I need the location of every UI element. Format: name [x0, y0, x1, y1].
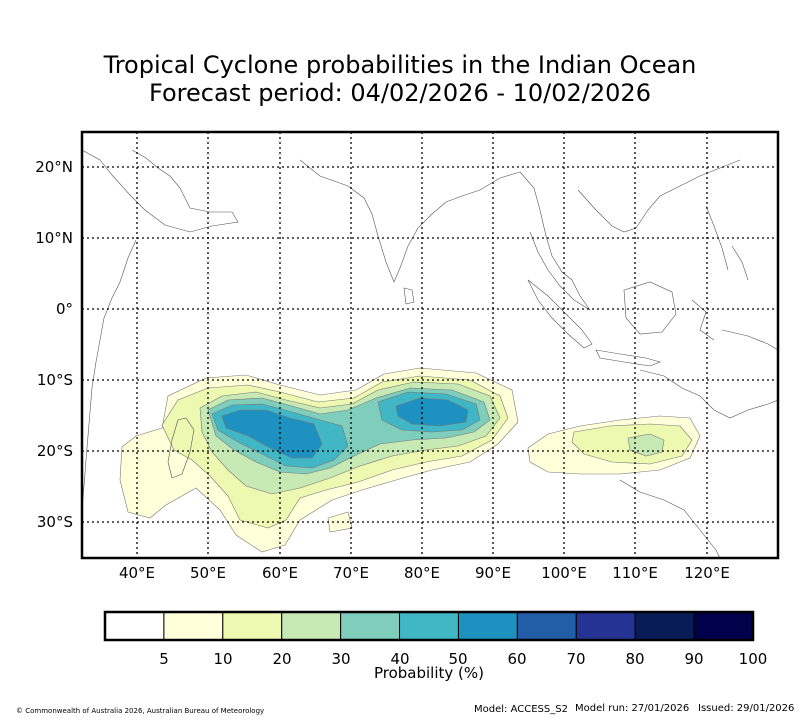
coastlines [82, 149, 778, 558]
coast-sri-lanka [403, 287, 415, 305]
legend-label: 90 [684, 650, 704, 668]
coast-borneo [623, 281, 677, 335]
legend-label: 70 [566, 650, 586, 668]
colorbar-cell [634, 611, 695, 641]
coast-java [595, 349, 661, 367]
lon-label: 50°E [190, 564, 226, 582]
legend-label: 50 [448, 650, 468, 668]
lon-label: 60°E [262, 564, 298, 582]
lat-label: 0° [56, 300, 73, 318]
colorbar-cell [457, 611, 518, 641]
colorbar-cell [693, 611, 754, 641]
colorbar [104, 611, 754, 641]
legend-label: 20 [272, 650, 292, 668]
coast-sumatra [527, 279, 593, 349]
legend-label: 40 [390, 650, 410, 668]
legend-title: Probability (%) [373, 664, 485, 682]
chart-title-line2: Forecast period: 04/02/2026 - 10/02/2026 [149, 79, 651, 107]
lon-label: 80°E [404, 564, 440, 582]
issued-date: Issued: 29/01/2026 [698, 703, 795, 714]
legend-label: 30 [331, 650, 351, 668]
map-area [82, 132, 778, 558]
probability-field-australia [527, 415, 701, 475]
lat-axis-labels: 20°N 10°N 0° 10°S 20°S 30°S [35, 158, 73, 531]
legend-label: 80 [625, 650, 645, 668]
contour-50pct-east [395, 397, 469, 427]
lon-label: 70°E [333, 564, 369, 582]
contour-5pct-patch [327, 511, 353, 533]
coast-arabia-east-africa [82, 149, 239, 511]
map-frame [80, 130, 780, 560]
colorbar-cell [399, 611, 459, 641]
lon-label: 110°E [612, 564, 658, 582]
lat-label: 30°S [37, 513, 73, 531]
lon-label: 100°E [541, 564, 587, 582]
coast-philippines [705, 205, 749, 281]
coast-madagascar [167, 417, 195, 479]
coast-sulawesi-png [691, 299, 778, 351]
lat-label: 20°S [37, 442, 73, 460]
model-run-date: Model run: 27/01/2026 [575, 703, 690, 714]
coast-india [299, 159, 521, 283]
lat-label: 20°N [35, 158, 73, 176]
colorbar-frame [103, 610, 755, 642]
legend-label: 60 [507, 650, 527, 668]
chart-title-line1: Tropical Cyclone probabilities in the In… [103, 51, 697, 79]
colorbar-cell [575, 611, 636, 641]
copyright-notice: © Commonwealth of Australia 2026, Austra… [16, 707, 265, 715]
colorbar-cell [516, 611, 577, 641]
colorbar-cell [163, 611, 224, 641]
model-name: Model: ACCESS_S2 [474, 704, 568, 715]
gridlines [82, 132, 778, 558]
legend-label: 100 [738, 650, 768, 668]
lat-label: 10°N [35, 229, 73, 247]
colorbar-cell [281, 611, 342, 641]
lon-label: 90°E [475, 564, 511, 582]
colorbar-cell [104, 611, 165, 641]
lon-axis-labels: 40°E 50°E 60°E 70°E 80°E 90°E 100°E 110°… [119, 564, 730, 582]
legend-label: 10 [213, 650, 233, 668]
legend-label: 5 [159, 650, 169, 668]
coast-australia [619, 369, 778, 558]
colorbar-cell [340, 611, 401, 641]
lat-label: 10°S [37, 371, 73, 389]
lon-label: 120°E [684, 564, 730, 582]
lon-label: 40°E [119, 564, 155, 582]
colorbar-cell [222, 611, 283, 641]
